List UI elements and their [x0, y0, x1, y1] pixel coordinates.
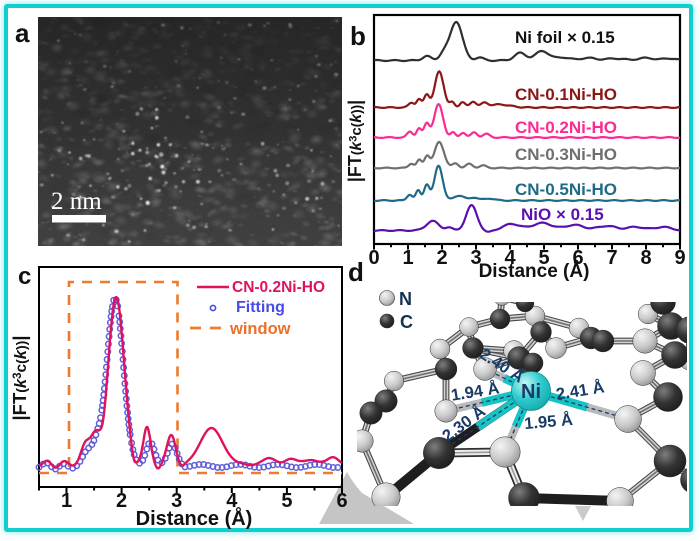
svg-text:Ni: Ni: [521, 381, 541, 403]
svg-text:6: 6: [336, 490, 347, 512]
svg-text:2 nm: 2 nm: [51, 188, 102, 215]
svg-text:|FT(k3c(k))|: |FT(k3c(k))|: [345, 100, 365, 182]
svg-text:CN-0.2Ni-HO: CN-0.2Ni-HO: [515, 118, 617, 137]
svg-text:b: b: [350, 21, 366, 51]
svg-text:6: 6: [572, 247, 583, 269]
svg-text:3: 3: [470, 247, 481, 269]
svg-text:2: 2: [436, 247, 447, 269]
svg-text:1.95 Å: 1.95 Å: [523, 410, 573, 433]
svg-text:Fitting: Fitting: [236, 299, 285, 316]
svg-text:4: 4: [504, 247, 516, 269]
svg-text:3: 3: [171, 490, 182, 512]
svg-text:Ni foil × 0.15: Ni foil × 0.15: [515, 28, 615, 47]
svg-text:CN-0.2Ni-HO: CN-0.2Ni-HO: [232, 279, 325, 296]
svg-text:|FT(k3c(k))|: |FT(k3c(k))|: [9, 335, 30, 420]
svg-text:N: N: [399, 289, 412, 309]
svg-text:9: 9: [674, 247, 685, 269]
svg-text:Distance (Å): Distance (Å): [136, 506, 253, 530]
svg-text:CN-0.3Ni-HO: CN-0.3Ni-HO: [515, 145, 617, 164]
svg-text:1: 1: [61, 490, 72, 512]
svg-text:NiO × 0.15: NiO × 0.15: [521, 205, 604, 224]
svg-text:4: 4: [226, 490, 238, 512]
svg-text:5: 5: [538, 247, 549, 269]
svg-text:8: 8: [640, 247, 651, 269]
svg-text:2: 2: [116, 490, 127, 512]
svg-text:Distance (Å): Distance (Å): [479, 261, 590, 282]
svg-text:C: C: [400, 312, 413, 332]
svg-text:5: 5: [281, 490, 292, 512]
svg-text:CN-0.5Ni-HO: CN-0.5Ni-HO: [515, 180, 617, 199]
svg-text:d: d: [348, 257, 364, 287]
svg-text:1: 1: [402, 247, 413, 269]
svg-text:a: a: [15, 18, 30, 48]
svg-text:window: window: [229, 320, 291, 338]
svg-text:0: 0: [368, 247, 379, 269]
svg-text:c: c: [18, 263, 31, 290]
svg-text:7: 7: [606, 247, 617, 269]
svg-text:2.41 Å: 2.41 Å: [555, 377, 606, 403]
svg-text:CN-0.1Ni-HO: CN-0.1Ni-HO: [515, 85, 617, 104]
